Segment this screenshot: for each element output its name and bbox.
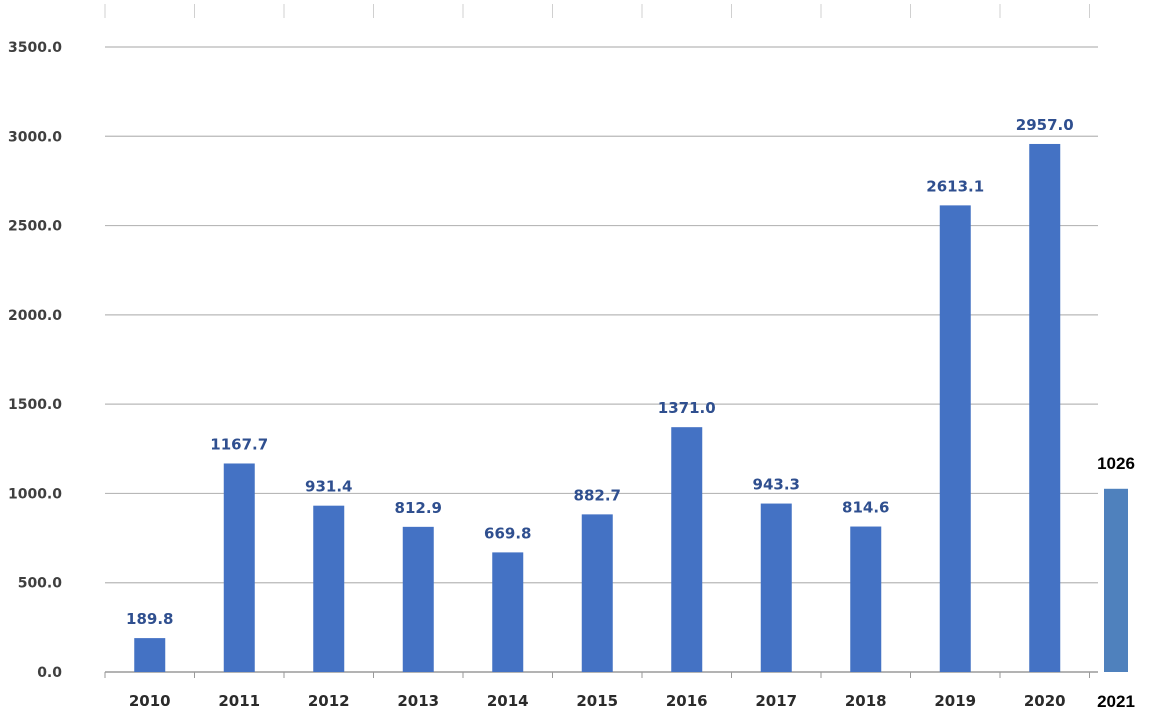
gridlines (105, 46, 1098, 673)
data-label-2021: 1026 (1097, 454, 1135, 473)
y-tick-label: 2000.0 (8, 308, 62, 324)
data-label-2019: 2613.1 (926, 177, 984, 195)
bar-2016 (671, 427, 703, 672)
x-tick-label-2014: 2014 (487, 692, 529, 710)
bar-2013 (402, 526, 434, 672)
data-label-2010: 189.8 (126, 610, 173, 628)
x-tick-label-2015: 2015 (576, 692, 618, 710)
bar-2018 (850, 526, 882, 672)
x-tick-label-2020: 2020 (1024, 692, 1066, 710)
x-tick-label-2018: 2018 (845, 692, 887, 710)
y-tick-label: 0.0 (37, 665, 62, 681)
data-label-2017: 943.3 (753, 476, 800, 494)
data-labels: 189.8 1167.7 931.4 812.9 669.8 882.7 1371.0 943… (126, 116, 1074, 628)
bar-2012 (313, 505, 345, 672)
y-tick-label: 3000.0 (8, 129, 62, 145)
x-tick-label-2010: 2010 (129, 692, 171, 710)
data-label-2012: 931.4 (305, 478, 352, 496)
y-axis-tick-labels: 0.0 500.0 1000.0 1500.0 2000.0 2500.0 3000.0 35… (8, 40, 62, 681)
bar-2015 (581, 514, 613, 672)
y-tick-label: 3500.0 (8, 40, 62, 56)
bar-2017 (760, 503, 792, 672)
x-axis-tick-labels: 2010 2011 2012 2013 2014 2015 2016 2017 2018 2019… (129, 692, 1066, 710)
bar-2011 (223, 463, 255, 672)
bar-2021 (1104, 488, 1128, 672)
data-label-2016: 1371.0 (658, 399, 716, 417)
y-tick-label: 1500.0 (8, 397, 62, 413)
data-label-2013: 812.9 (395, 499, 442, 517)
y-tick-label: 1000.0 (8, 486, 62, 502)
x-tick-label-2011: 2011 (218, 692, 260, 710)
bar-2019 (939, 205, 971, 672)
data-label-2014: 669.8 (484, 524, 531, 542)
data-label-2018: 814.6 (842, 499, 889, 517)
x-tick-label-2013: 2013 (397, 692, 439, 710)
bars (134, 143, 1061, 672)
x-tick-label-2017: 2017 (755, 692, 797, 710)
x-tick-label-2016: 2016 (666, 692, 708, 710)
bar-2010 (134, 638, 166, 672)
data-label-2011: 1167.7 (210, 435, 268, 453)
x-tick-label-2019: 2019 (934, 692, 976, 710)
y-tick-label: 2500.0 (8, 219, 62, 235)
x-tick-label-2021: 2021 (1097, 692, 1135, 711)
top-tick-marks (104, 4, 1090, 678)
bar-2014 (492, 552, 524, 672)
data-label-2020: 2957.0 (1016, 116, 1074, 134)
bar-2020 (1029, 143, 1061, 672)
extra-bar-group: 1026 2021 (1097, 454, 1135, 711)
x-tick-label-2012: 2012 (308, 692, 350, 710)
y-tick-label: 500.0 (18, 576, 63, 592)
data-label-2015: 882.7 (574, 486, 621, 504)
